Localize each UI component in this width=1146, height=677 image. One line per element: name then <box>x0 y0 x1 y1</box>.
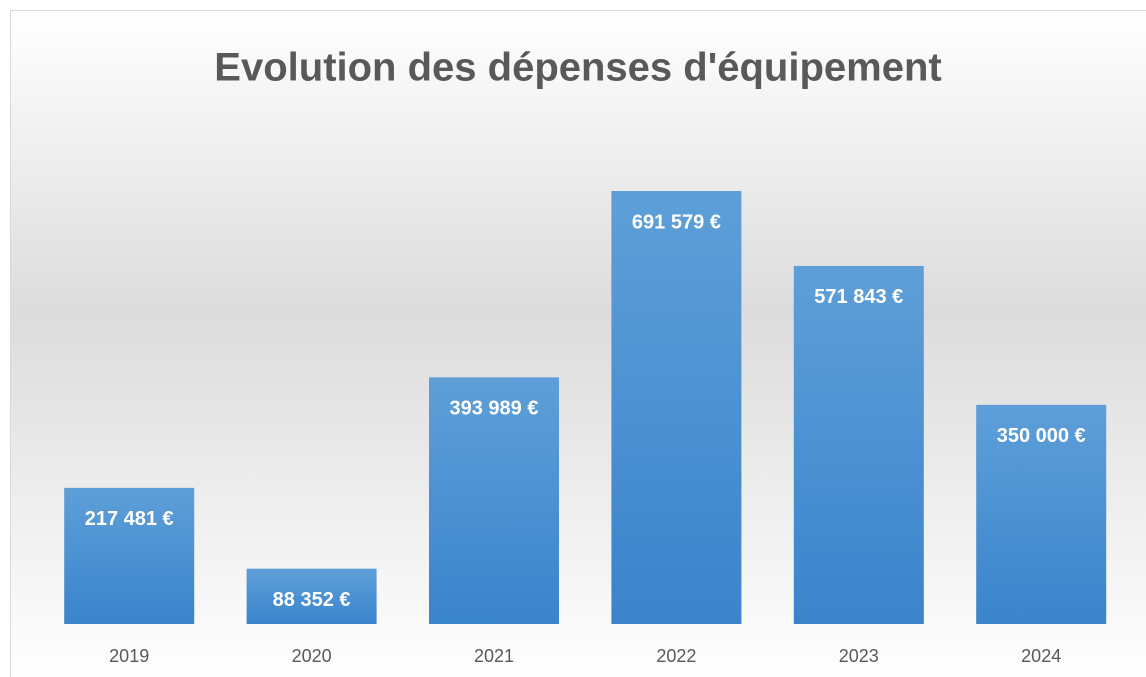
chart-frame <box>10 10 1146 677</box>
x-tick-label: 2022 <box>656 646 696 666</box>
data-label: 691 579 € <box>632 211 721 233</box>
data-label: 88 352 € <box>273 589 351 611</box>
bar <box>64 487 195 624</box>
x-tick-label: 2023 <box>839 646 879 666</box>
bar <box>611 191 742 624</box>
x-tick-label: 2021 <box>474 646 514 666</box>
bar <box>429 377 559 624</box>
bar <box>793 265 924 624</box>
x-tick-label: 2020 <box>292 646 332 666</box>
data-label: 217 481 € <box>85 508 174 530</box>
data-label: 571 843 € <box>814 286 903 308</box>
x-tick-label: 2024 <box>1021 646 1061 666</box>
data-label: 350 000 € <box>997 425 1086 447</box>
data-label: 393 989 € <box>450 398 539 420</box>
chart-title: Evolution des dépenses d'équipement <box>214 46 941 90</box>
bar <box>246 568 377 624</box>
x-tick-label: 2019 <box>109 646 149 666</box>
bar <box>976 404 1107 624</box>
